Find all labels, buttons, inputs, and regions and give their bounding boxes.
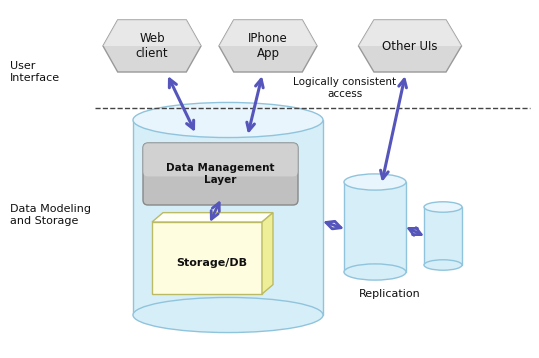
Polygon shape xyxy=(358,20,461,72)
Polygon shape xyxy=(358,20,461,46)
Text: Replication: Replication xyxy=(359,289,421,299)
Ellipse shape xyxy=(133,297,323,333)
Text: Logically consistent
access: Logically consistent access xyxy=(293,77,397,99)
Bar xyxy=(344,182,406,272)
Text: Data Modeling
and Storage: Data Modeling and Storage xyxy=(10,204,91,226)
Bar xyxy=(424,207,462,265)
Ellipse shape xyxy=(133,102,323,137)
Text: Web
client: Web client xyxy=(136,32,168,60)
Ellipse shape xyxy=(344,264,406,280)
Bar xyxy=(133,120,323,315)
Polygon shape xyxy=(219,20,317,72)
Text: Other UIs: Other UIs xyxy=(382,39,438,53)
Polygon shape xyxy=(103,20,201,72)
Ellipse shape xyxy=(344,174,406,190)
Text: Storage/DB: Storage/DB xyxy=(176,258,247,268)
Text: IPhone
App: IPhone App xyxy=(248,32,288,60)
Polygon shape xyxy=(152,213,273,222)
Text: User
Interface: User Interface xyxy=(10,61,60,83)
Ellipse shape xyxy=(424,260,462,270)
Polygon shape xyxy=(103,20,201,46)
Ellipse shape xyxy=(424,202,462,212)
Polygon shape xyxy=(219,20,317,46)
Bar xyxy=(152,222,262,294)
Polygon shape xyxy=(262,213,273,294)
Text: Data Management
Layer: Data Management Layer xyxy=(166,163,275,185)
FancyBboxPatch shape xyxy=(143,143,298,176)
FancyBboxPatch shape xyxy=(143,143,298,205)
